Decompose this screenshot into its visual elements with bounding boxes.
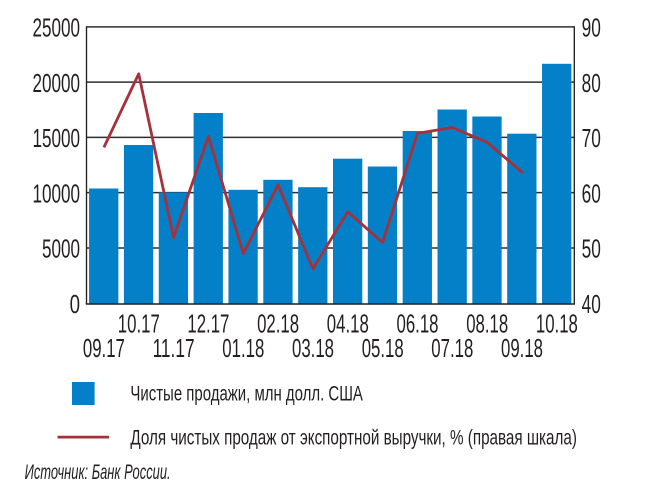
svg-text:09.18: 09.18 bbox=[501, 335, 543, 363]
svg-text:10.17: 10.17 bbox=[118, 311, 160, 339]
svg-text:04.18: 04.18 bbox=[327, 311, 369, 339]
svg-text:01.18: 01.18 bbox=[222, 335, 264, 363]
svg-text:0: 0 bbox=[70, 291, 80, 319]
svg-text:03.18: 03.18 bbox=[292, 335, 334, 363]
svg-text:5000: 5000 bbox=[42, 236, 80, 264]
svg-text:40: 40 bbox=[582, 291, 601, 319]
svg-text:06.18: 06.18 bbox=[397, 311, 439, 339]
svg-text:10.18: 10.18 bbox=[536, 311, 578, 339]
svg-text:15000: 15000 bbox=[33, 125, 81, 153]
svg-text:12.17: 12.17 bbox=[187, 311, 229, 339]
svg-text:25000: 25000 bbox=[33, 15, 81, 43]
svg-text:08.18: 08.18 bbox=[466, 311, 508, 339]
svg-text:60: 60 bbox=[582, 180, 601, 208]
svg-text:07.18: 07.18 bbox=[431, 335, 473, 363]
svg-text:80: 80 bbox=[582, 70, 601, 98]
svg-text:02.18: 02.18 bbox=[257, 311, 299, 339]
svg-text:Источник: Банк России.: Источник: Банк России. bbox=[25, 459, 171, 484]
svg-text:05.18: 05.18 bbox=[362, 335, 404, 363]
svg-text:Доля чистых продаж от экспортн: Доля чистых продаж от экспортной выручки… bbox=[130, 425, 577, 450]
svg-text:09.17: 09.17 bbox=[83, 335, 125, 363]
svg-text:11.17: 11.17 bbox=[153, 335, 195, 363]
svg-text:90: 90 bbox=[582, 15, 601, 43]
svg-text:70: 70 bbox=[582, 125, 601, 153]
svg-text:10000: 10000 bbox=[33, 180, 81, 208]
svg-text:20000: 20000 bbox=[33, 70, 81, 98]
svg-text:Чистые продажи, млн долл. США: Чистые продажи, млн долл. США bbox=[130, 380, 363, 405]
svg-text:50: 50 bbox=[582, 236, 601, 264]
